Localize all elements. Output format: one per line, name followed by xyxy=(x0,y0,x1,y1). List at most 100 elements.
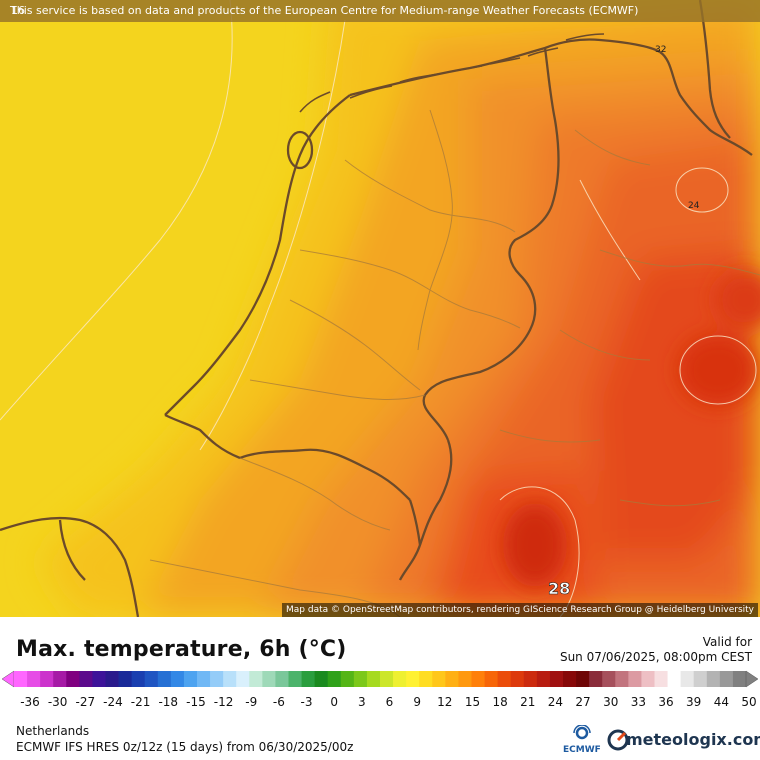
map-labels: 32 24 28 xyxy=(548,45,700,598)
hot-spots xyxy=(503,270,760,587)
scale-swatch xyxy=(288,671,302,687)
scale-tick-label: 36 xyxy=(658,695,674,709)
scale-tick-label: 0 xyxy=(330,695,339,709)
scale-swatch xyxy=(628,671,642,687)
province-borders xyxy=(149,109,760,617)
banner-text: This service is based on data and produc… xyxy=(10,4,639,17)
scale-swatch xyxy=(314,671,329,687)
color-scale-bar xyxy=(1,670,759,688)
scale-swatch xyxy=(393,671,407,687)
scale-swatch xyxy=(118,671,133,687)
scale-tick-label: -24 xyxy=(103,695,123,709)
region-label: Netherlands xyxy=(16,724,90,738)
scale-tick-label: -6 xyxy=(272,695,285,709)
scale-swatch xyxy=(602,671,616,687)
scale-tick-label: -12 xyxy=(213,695,234,709)
scale-swatch xyxy=(79,671,93,687)
scale-swatch xyxy=(719,671,734,687)
scale-swatch xyxy=(458,671,472,687)
scale-swatch xyxy=(183,671,198,687)
temperature-map[interactable]: 32 24 28 xyxy=(0,0,760,617)
scale-swatch xyxy=(589,671,603,687)
meteologix-brand[interactable]: meteologix.com xyxy=(626,730,760,749)
scale-swatch xyxy=(706,671,721,687)
scale-swatch xyxy=(223,671,237,687)
scale-tick-label: 18 xyxy=(492,695,508,709)
scale-swatch xyxy=(40,671,54,687)
scale-tick-label: 30 xyxy=(603,695,619,709)
scale-swatch xyxy=(27,671,41,687)
scale-tick-label: -36 xyxy=(20,695,40,709)
scale-swatch xyxy=(641,671,655,687)
scale-tick-label: 12 xyxy=(437,695,453,709)
contour-label-24: 24 xyxy=(688,201,700,211)
scale-swatch xyxy=(249,671,263,687)
scale-swatch xyxy=(667,671,682,687)
scale-swatch xyxy=(366,671,381,687)
scale-tick-label: -9 xyxy=(245,695,258,709)
ecmwf-label: ECMWF xyxy=(563,745,601,755)
scale-swatch xyxy=(340,671,355,687)
scale-swatch xyxy=(406,671,420,687)
scale-swatch xyxy=(170,671,185,687)
scale-swatch xyxy=(53,671,67,687)
chart-title: Max. temperature, 6h (°C) xyxy=(16,637,347,662)
map-credit[interactable]: Map data © OpenStreetMap contributors, r… xyxy=(282,603,758,617)
scale-swatch xyxy=(563,671,577,687)
ecmwf-attribution-banner: This service is based on data and produc… xyxy=(0,0,760,22)
scale-tick-label: 27 xyxy=(575,695,591,709)
scale-tick-label: 24 xyxy=(547,695,564,709)
scale-tick-label: -3 xyxy=(300,695,313,709)
scale-tick-label: -27 xyxy=(75,695,96,709)
scale-swatch xyxy=(105,671,119,687)
scale-swatch xyxy=(157,671,172,687)
scale-swatch xyxy=(301,671,316,687)
scale-ticks: -36 -30 -27 -24 -21 -18 -15 -12 -9 -6 -3 0 3 6 9 12 15 18… xyxy=(0,695,760,711)
scale-tick-label: 6 xyxy=(385,695,394,709)
scale-swatch xyxy=(353,671,368,687)
scale-swatch xyxy=(497,671,512,687)
scale-swatch xyxy=(131,671,146,687)
scale-tick-label: 9 xyxy=(413,695,421,709)
scale-tick-label: 39 xyxy=(686,695,702,709)
meteologix-logo-icon[interactable] xyxy=(607,729,629,751)
scale-swatch xyxy=(510,671,525,687)
scale-swatch xyxy=(523,671,538,687)
corner-label: 16 xyxy=(11,4,25,17)
scale-tick-label: -18 xyxy=(158,695,179,709)
scale-swatch xyxy=(536,671,551,687)
scale-swatch xyxy=(210,671,224,687)
scale-swatch xyxy=(615,671,629,687)
hotspot-label-28: 28 xyxy=(548,579,570,598)
contour-label-32: 32 xyxy=(655,45,666,55)
islands xyxy=(299,33,605,113)
scale-swatch xyxy=(92,671,106,687)
scale-arrow-right xyxy=(745,670,759,688)
scale-swatch xyxy=(484,671,499,687)
scale-arrow-left xyxy=(1,670,15,688)
ecmwf-logo-icon[interactable] xyxy=(560,725,604,757)
scale-tick-label: -30 xyxy=(47,695,68,709)
scale-swatch xyxy=(262,671,276,687)
scale-swatch xyxy=(14,671,28,687)
valid-label: Valid for xyxy=(702,635,752,649)
scale-swatch xyxy=(693,671,708,687)
scale-swatch xyxy=(471,671,485,687)
scale-swatch xyxy=(275,671,289,687)
scale-tick-label: -15 xyxy=(186,695,206,709)
coastline xyxy=(0,0,753,617)
scale-swatch xyxy=(197,671,211,687)
legend-panel: Max. temperature, 6h (°C) Valid for Sun … xyxy=(0,617,760,760)
valid-time: Sun 07/06/2025, 08:00pm CEST xyxy=(559,650,752,664)
scale-swatch xyxy=(419,671,433,687)
scale-tick-label: 15 xyxy=(464,695,481,709)
scale-tick-label: -21 xyxy=(130,695,151,709)
scale-swatch xyxy=(680,671,695,687)
scale-swatch xyxy=(549,671,564,687)
model-info: ECMWF IFS HRES 0z/12z (15 days) from 06/… xyxy=(16,740,354,754)
scale-tick-label: 50 xyxy=(741,695,757,709)
scale-swatch xyxy=(445,671,459,687)
contour-lines xyxy=(0,0,757,617)
scale-swatch xyxy=(327,671,342,687)
scale-swatch xyxy=(236,671,250,687)
